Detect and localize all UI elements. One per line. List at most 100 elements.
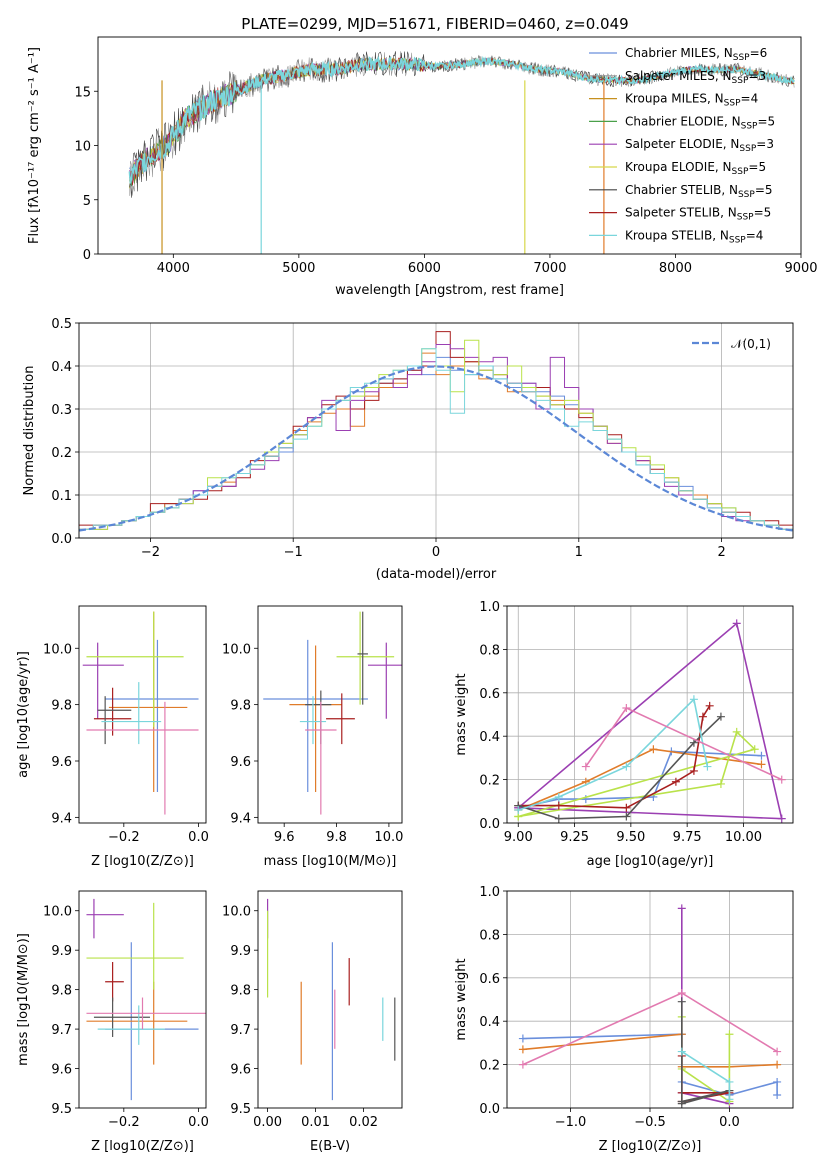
mass-weight-marker	[773, 1090, 782, 1099]
y-tick-label: 0.4	[479, 730, 500, 745]
mass-weight-marker	[677, 904, 686, 913]
y-tick-label: 9.4	[51, 811, 72, 826]
legend-label: Chabrier STELIB, NSSP=5	[625, 183, 773, 200]
y-tick-label: 15	[74, 85, 91, 100]
mass-weight-series	[514, 619, 786, 823]
mass-weight-marker	[671, 777, 680, 786]
mass-weight-marker	[677, 1097, 686, 1106]
legend-label: Chabrier ELODIE, NSSP=5	[625, 114, 775, 131]
x-axis-label: Z [log10(Z/Z⊙)]	[599, 1139, 702, 1154]
y-tick-label: 9.6	[230, 755, 251, 770]
legend-label: 𝒩(0,1)	[731, 337, 771, 351]
mass-weight-marker	[725, 1030, 734, 1039]
y-tick-label: 9.7	[230, 1023, 251, 1038]
y-tick-label: 0.6	[479, 972, 500, 987]
mass-weight-line	[517, 621, 783, 820]
x-tick-label: 9000	[784, 261, 817, 276]
mass-weight-line	[518, 750, 762, 809]
mass-weight-marker	[622, 762, 631, 771]
x-axis-label: mass [log10(M/M⊙)]	[264, 854, 397, 869]
x-tick-label: 7000	[533, 261, 566, 276]
y-tick-label: 10.0	[222, 905, 251, 920]
mass-weight-marker	[757, 760, 766, 769]
x-tick-label: −0.5	[634, 1115, 666, 1130]
y-tick-label: 9.6	[51, 755, 72, 770]
x-tick-label: 1	[575, 545, 583, 560]
legend-label: Kroupa STELIB, NSSP=4	[625, 228, 763, 245]
y-axis-label: Normed distribution	[22, 366, 37, 496]
x-axis-label: age [log10(age/yr)]	[587, 854, 714, 869]
legend-label: Kroupa ELODIE, NSSP=5	[625, 160, 766, 177]
y-tick-label: 0.0	[479, 817, 500, 832]
mass-weight-marker	[773, 1077, 782, 1086]
figure-title: PLATE=0299, MJD=51671, FIBERID=0460, z=0…	[241, 15, 628, 33]
y-tick-label: 9.7	[51, 1023, 72, 1038]
y-tick-label: 0.8	[479, 643, 500, 658]
histogram-series	[79, 331, 793, 532]
mass-weight-marker	[703, 762, 712, 771]
legend: Chabrier MILES, NSSP=6 Salpeter MILES, NS…	[589, 46, 775, 245]
mass-weight-marker	[518, 1045, 527, 1054]
axes-frame	[506, 605, 794, 824]
legend-label: Chabrier MILES, NSSP=6	[625, 46, 767, 63]
y-tick-label: 1.0	[479, 885, 500, 900]
mass-weight-marker	[725, 1077, 734, 1086]
mass-weight-marker	[716, 712, 725, 721]
y-tick-label: 9.9	[51, 944, 72, 959]
legend-label: Salpeter MILES, NSSP=3	[625, 69, 766, 86]
x-tick-label: 6000	[408, 261, 441, 276]
y-tick-label: 10.0	[43, 642, 72, 657]
y-tick-label: 0.1	[51, 489, 72, 504]
y-tick-label: 0.3	[51, 403, 72, 418]
y-axis-label: Flux [fλ10⁻¹⁷ erg cm⁻² s⁻¹ A⁻¹]	[27, 47, 42, 244]
y-axis-label: age [log10(age/yr)]	[16, 651, 31, 778]
x-axis-label: Z [log10(Z/Z⊙)]	[91, 1139, 194, 1154]
mass-weight-marker	[725, 1095, 734, 1104]
mass-weight-marker	[777, 775, 786, 784]
axes-frame	[78, 322, 794, 539]
x-tick-label: 0.0	[188, 1115, 209, 1130]
mass-weight-marker	[689, 738, 698, 747]
mass-weight-marker	[732, 619, 741, 628]
x-tick-label: 9.50	[616, 830, 645, 845]
y-tick-label: 5	[83, 194, 91, 209]
legend-label: Kroupa MILES, NSSP=4	[625, 92, 758, 109]
x-tick-label: 0.0	[188, 830, 209, 845]
mass-weight-marker	[518, 1060, 527, 1069]
mass-weight-marker	[773, 1060, 782, 1069]
mass-weight-line	[518, 730, 757, 818]
x-tick-label: −1.0	[555, 1115, 587, 1130]
x-tick-label: 9.25	[560, 830, 589, 845]
mass-weight-marker	[689, 695, 698, 704]
y-tick-label: 9.8	[51, 984, 72, 999]
x-tick-label: 10.00	[725, 830, 762, 845]
axes-frame	[78, 605, 207, 824]
mass-weight-marker	[554, 792, 563, 801]
y-tick-label: 1.0	[479, 600, 500, 615]
y-tick-label: 9.9	[230, 944, 251, 959]
errorbar-series	[82, 611, 199, 815]
mass-weight-marker	[716, 779, 725, 788]
errorbar-series	[86, 898, 206, 1101]
mass-weight-marker	[677, 988, 686, 997]
mass-weight-marker	[581, 762, 590, 771]
x-axis-label: Z [log10(Z/Z⊙)]	[91, 854, 194, 869]
y-tick-label: 9.5	[230, 1102, 251, 1117]
x-tick-label: −2	[141, 545, 160, 560]
mass-weight-marker	[554, 814, 563, 823]
histogram-step	[79, 348, 793, 530]
y-tick-label: 0.0	[51, 532, 72, 547]
x-tick-label: −1	[284, 545, 303, 560]
x-tick-label: 10.0	[374, 830, 403, 845]
legend-label: Salpeter ELODIE, NSSP=3	[625, 137, 774, 154]
y-tick-label: 9.6	[51, 1063, 72, 1078]
y-tick-label: 0.2	[51, 446, 72, 461]
x-tick-label: 0.00	[253, 1115, 282, 1130]
mass-weight-marker	[689, 766, 698, 775]
mass-weight-marker	[757, 751, 766, 760]
x-tick-label: 2	[717, 545, 725, 560]
x-tick-label: 9.8	[326, 830, 347, 845]
mass-weight-marker	[649, 745, 658, 754]
y-tick-label: 0.6	[479, 687, 500, 702]
